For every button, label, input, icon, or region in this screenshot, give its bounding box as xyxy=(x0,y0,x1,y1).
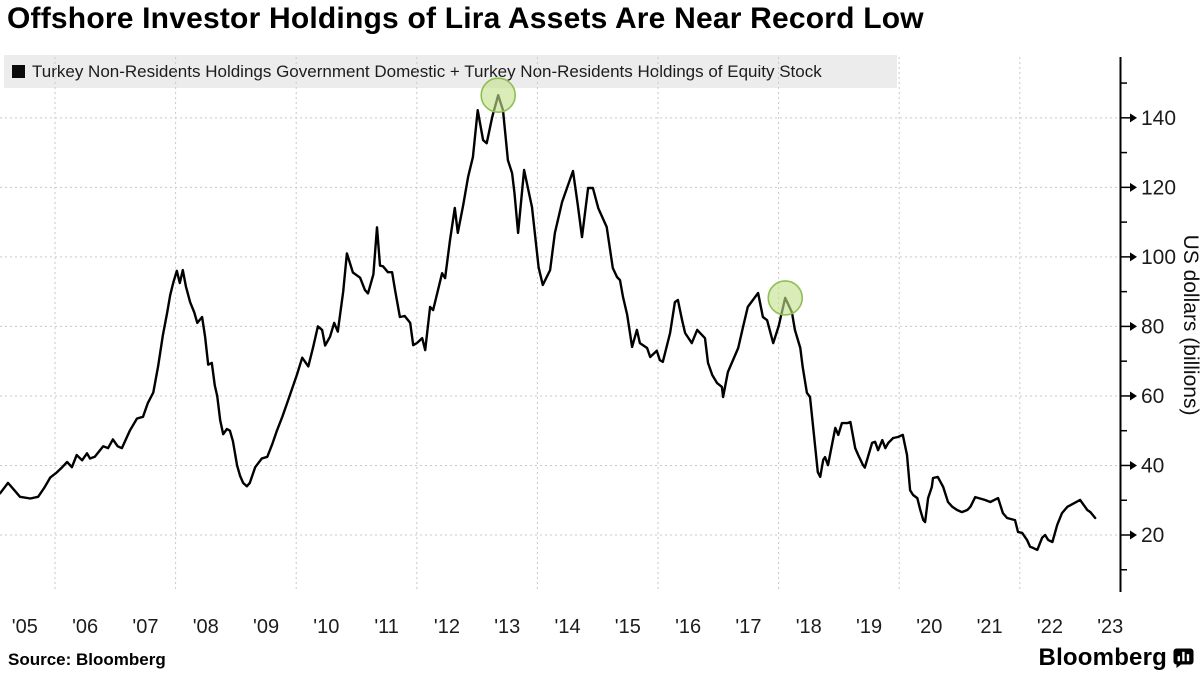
y-tick-arrow-icon xyxy=(1130,460,1137,470)
x-axis-labels-layer: '05 '06 '07 '08 '09 '10 '11 '12 '13 '14 '15 '16 '17 '… xyxy=(12,616,1123,638)
y-axis-layer: 20 40 60 80 100 120 140 xyxy=(1119,57,1176,592)
gridlines-layer xyxy=(0,57,1120,592)
x-tick-label: '21 xyxy=(977,616,1003,638)
x-tick-label: '05 xyxy=(12,616,38,638)
bloomberg-wordmark: Bloomberg xyxy=(1038,644,1167,671)
x-tick-label: '08 xyxy=(193,616,219,638)
x-tick-label: '22 xyxy=(1037,616,1063,638)
x-tick-label: '12 xyxy=(434,616,460,638)
x-tick-label: '14 xyxy=(555,616,581,638)
y-tick-label: 120 xyxy=(1141,176,1176,199)
x-tick-label: '06 xyxy=(72,616,98,638)
x-tick-label: '18 xyxy=(796,616,822,638)
series-layer xyxy=(0,93,1097,552)
x-tick-label: '09 xyxy=(253,616,279,638)
y-tick-arrow-icon xyxy=(1130,113,1137,123)
x-tick-label: '07 xyxy=(132,616,158,638)
x-tick-label: '16 xyxy=(675,616,701,638)
y-tick-arrow-icon xyxy=(1130,530,1137,540)
bloomberg-brand: Bloomberg xyxy=(1039,644,1194,672)
x-tick-label: '19 xyxy=(856,616,882,638)
x-tick-label: '11 xyxy=(374,616,399,638)
y-tick-label: 60 xyxy=(1141,385,1164,408)
peak-highlight-marker xyxy=(767,280,804,316)
y-tick-arrow-icon xyxy=(1130,321,1137,331)
y-axis-title: US dollars (billions) xyxy=(1179,235,1200,416)
bloomberg-chart-bubble-icon xyxy=(1173,648,1194,668)
legend-series-swatch-icon xyxy=(12,65,25,78)
x-tick-label: '15 xyxy=(615,616,641,638)
source-note: Source: Bloomberg xyxy=(8,650,166,669)
page-title: Offshore Investor Holdings of Lira Asset… xyxy=(7,2,924,35)
y-tick-arrow-icon xyxy=(1130,391,1137,401)
x-tick-label: '17 xyxy=(735,616,761,638)
x-tick-label: '13 xyxy=(494,616,520,638)
y-tick-label: 20 xyxy=(1141,524,1164,547)
y-tick-label: 80 xyxy=(1141,315,1164,338)
holdings-line-series xyxy=(0,93,1097,552)
y-tick-label: 40 xyxy=(1141,454,1164,477)
y-tick-arrow-icon xyxy=(1130,182,1137,192)
y-tick-label: 140 xyxy=(1141,107,1176,130)
x-tick-label: '10 xyxy=(313,616,339,638)
x-tick-label: '23 xyxy=(1097,616,1123,638)
x-tick-label: '20 xyxy=(916,616,942,638)
y-tick-arrow-icon xyxy=(1130,252,1137,262)
y-tick-label: 100 xyxy=(1141,246,1176,269)
legend-series-label: Turkey Non-Residents Holdings Government… xyxy=(32,61,822,81)
highlight-markers-layer xyxy=(480,77,804,316)
legend: Turkey Non-Residents Holdings Government… xyxy=(4,55,897,88)
peak-highlight-marker xyxy=(480,77,517,114)
